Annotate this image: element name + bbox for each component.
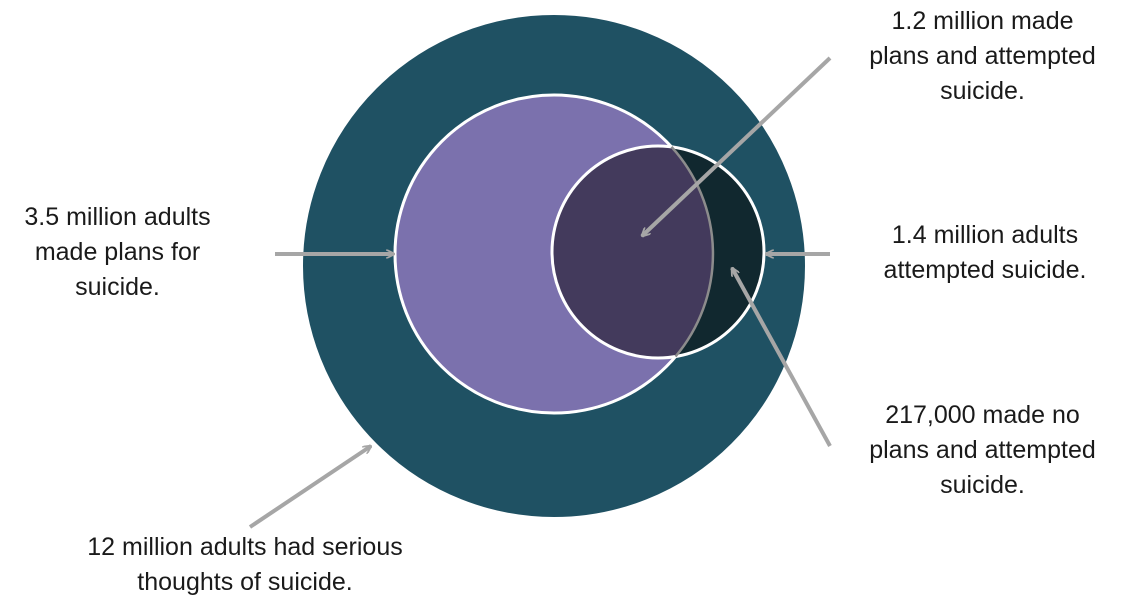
plans-attempted-arrow <box>642 56 832 236</box>
attempted-suicide-label-line: 1.4 million adults <box>891 221 1079 249</box>
plans-and-attempted-overlap <box>552 146 713 358</box>
plans-and-attempted-label: 1.2 million made plans and attempted sui… <box>840 4 1125 109</box>
no-plans-attempted-label-line: suicide. <box>940 471 1025 499</box>
plans-and-attempted-label-line: suicide. <box>940 77 1025 105</box>
attempted-suicide-outline <box>550 144 766 360</box>
attempted-suicide-label-line: attempted suicide. <box>883 256 1087 284</box>
attempted-suicide-label: 1.4 million adults attempted suicide. <box>845 218 1125 288</box>
no-plans-attempted-label-line: plans and attempted <box>869 436 1096 464</box>
noplans-attempted-arrow <box>730 268 832 447</box>
plans-and-attempted-label-line: plans and attempted <box>869 42 1096 70</box>
thoughts-arrow <box>248 444 371 529</box>
made-plans-label: 3.5 million adults made plans for suicid… <box>0 200 235 305</box>
serious-thoughts-label-line: 12 million adults had serious <box>87 533 403 561</box>
no-plans-attempted-label-line: 217,000 made no <box>885 401 1080 429</box>
made-plans-label-line: 3.5 million adults <box>24 203 211 231</box>
serious-thoughts-label-line: thoughts of suicide. <box>137 568 353 596</box>
plans-and-attempted-label-line: 1.2 million made <box>891 7 1074 35</box>
plans-circle-inner-arc <box>670 146 715 358</box>
serious-thoughts-label: 12 million adults had serious thoughts o… <box>40 530 450 600</box>
made-plans-label-line: suicide. <box>75 273 160 301</box>
made-plans-label-line: made plans for <box>34 238 201 266</box>
no-plans-attempted-label: 217,000 made no plans and attempted suic… <box>840 398 1125 503</box>
